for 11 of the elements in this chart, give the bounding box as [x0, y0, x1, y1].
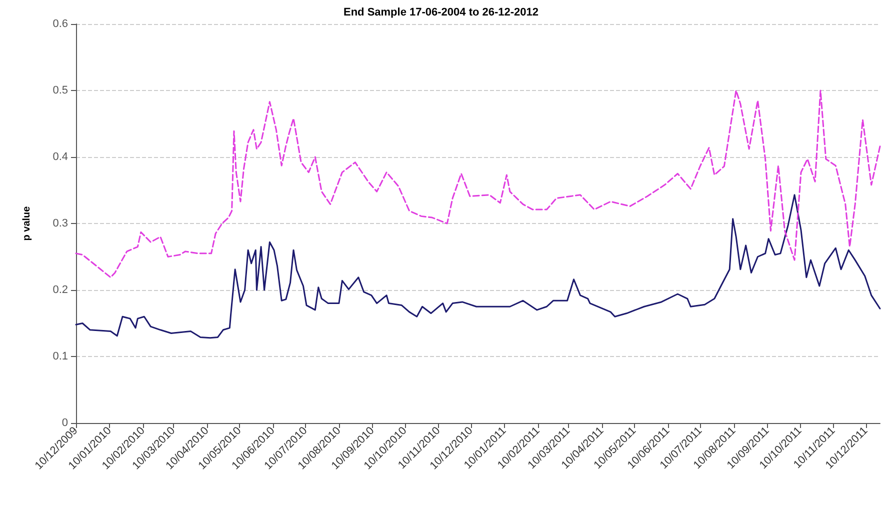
y-tick-label: 0.6 — [52, 18, 68, 30]
y-tick-label: 0 — [62, 417, 68, 429]
y-tick-label: 0.1 — [52, 350, 68, 362]
y-tick-label: 0.3 — [52, 218, 68, 230]
line-series — [75, 194, 881, 339]
chart-title: End Sample 17-06-2004 to 26-12-2012 — [343, 6, 539, 18]
line-series — [75, 90, 881, 278]
y-tick-label: 0.2 — [52, 284, 68, 296]
y-tick-label: 0.5 — [52, 84, 68, 96]
y-tick-label: 0.4 — [52, 151, 68, 163]
y-axis-title: p value — [22, 206, 32, 241]
